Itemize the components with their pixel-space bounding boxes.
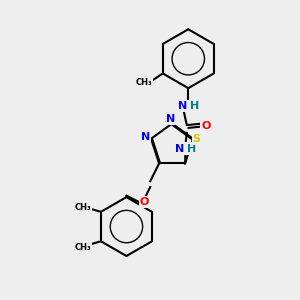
Text: CH₃: CH₃	[75, 203, 92, 212]
Text: O: O	[201, 122, 211, 131]
Text: CH₃: CH₃	[135, 78, 152, 87]
Text: H: H	[187, 143, 196, 154]
Text: N: N	[176, 143, 185, 154]
Text: O: O	[140, 197, 149, 207]
Text: N: N	[166, 114, 175, 124]
Text: H: H	[190, 101, 200, 111]
Text: N: N	[178, 101, 188, 111]
Text: N: N	[141, 132, 150, 142]
Text: CH₃: CH₃	[75, 243, 92, 252]
Text: S: S	[193, 134, 201, 144]
